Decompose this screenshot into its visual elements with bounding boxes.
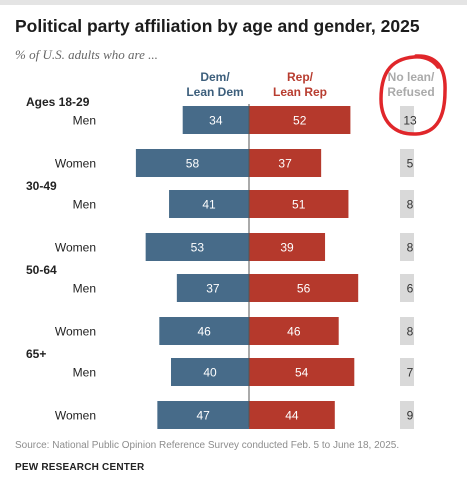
age-group-label: 65+ <box>26 347 46 361</box>
bar-label-no-lean: 8 <box>407 241 414 255</box>
bar-label-rep: 56 <box>297 282 311 296</box>
bar-dem <box>157 401 249 429</box>
age-group-label: 30-49 <box>26 179 57 193</box>
bar-label-dem: 41 <box>202 198 216 212</box>
bar-label-rep: 44 <box>285 409 299 423</box>
bar-label-no-lean: 7 <box>407 366 414 380</box>
chart-subtitle: % of U.S. adults who are ... <box>15 47 158 62</box>
bar-label-rep: 54 <box>295 366 309 380</box>
bar-dem <box>182 106 249 134</box>
bar-label-no-lean: 9 <box>407 409 414 423</box>
gender-label: Women <box>55 241 96 255</box>
top-rule <box>0 0 467 5</box>
bar-rep <box>249 358 355 386</box>
bar-no-lean <box>400 358 414 386</box>
bar-label-rep: 46 <box>287 325 301 339</box>
gender-label: Men <box>73 198 96 212</box>
bar-rep <box>249 106 351 134</box>
gender-label: Women <box>55 325 96 339</box>
bar-label-dem: 34 <box>209 114 223 128</box>
bar-no-lean <box>400 106 414 134</box>
bar-label-rep: 39 <box>280 241 294 255</box>
source-note: Source: National Public Opinion Referenc… <box>15 440 400 451</box>
gender-label: Women <box>55 409 96 423</box>
bar-label-dem: 46 <box>197 325 211 339</box>
bar-dem <box>169 190 249 218</box>
bar-dem <box>171 358 249 386</box>
bar-label-dem: 58 <box>186 157 200 171</box>
gender-label: Women <box>55 157 96 171</box>
bar-no-lean <box>400 149 414 177</box>
bar-dem <box>176 274 249 302</box>
bar-dem <box>135 149 249 177</box>
bar-chart: Ages 18-29 Men 34 52 13 Women 58 37 5 30-49 Men 41 5… <box>26 95 417 429</box>
gender-label: Men <box>73 114 96 128</box>
bar-no-lean <box>400 274 414 302</box>
bar-label-no-lean: 8 <box>407 198 414 212</box>
bar-rep <box>249 401 335 429</box>
bar-label-rep: 37 <box>278 157 292 171</box>
bar-label-dem: 47 <box>196 409 210 423</box>
bar-no-lean <box>400 401 414 429</box>
bar-label-no-lean: 5 <box>407 157 414 171</box>
bar-rep <box>249 317 339 345</box>
bar-rep <box>249 149 322 177</box>
highlight-circle-annotation <box>379 54 447 136</box>
bar-no-lean <box>400 233 414 261</box>
column-header-dem: Dem/ Lean Dem <box>186 70 244 99</box>
age-group-label: 50-64 <box>26 263 57 277</box>
bar-label-rep: 51 <box>292 198 306 212</box>
age-group-label: Ages 18-29 <box>26 95 90 109</box>
gender-label: Men <box>73 366 96 380</box>
bar-rep <box>249 190 349 218</box>
bar-label-rep: 52 <box>293 114 307 128</box>
bar-dem <box>145 233 249 261</box>
bar-label-no-lean: 13 <box>403 114 417 128</box>
bar-rep <box>249 274 359 302</box>
bar-no-lean <box>400 317 414 345</box>
bar-no-lean <box>400 190 414 218</box>
column-header-rep: Rep/ Lean Rep <box>272 70 327 99</box>
bar-label-no-lean: 8 <box>407 325 414 339</box>
bar-label-dem: 37 <box>206 282 220 296</box>
chart-title: Political party affiliation by age and g… <box>15 16 420 36</box>
gender-label: Men <box>73 282 96 296</box>
column-header-no-lean: No lean/ Refused <box>387 70 435 99</box>
bar-dem <box>159 317 249 345</box>
bar-label-dem: 40 <box>203 366 217 380</box>
bar-label-no-lean: 6 <box>407 282 414 296</box>
bar-label-dem: 53 <box>191 241 205 255</box>
bar-rep <box>249 233 326 261</box>
organization-name: PEW RESEARCH CENTER <box>15 462 145 473</box>
